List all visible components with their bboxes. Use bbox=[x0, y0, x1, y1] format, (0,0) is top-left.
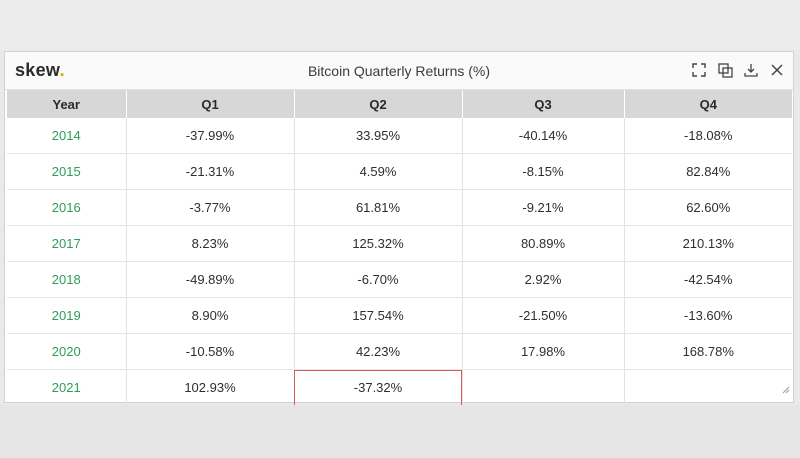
table-cell[interactable]: 125.32% bbox=[294, 225, 463, 262]
year-cell: 2019 bbox=[7, 297, 127, 334]
table-cell[interactable]: 8.90% bbox=[126, 297, 295, 334]
table-cell[interactable]: -9.21% bbox=[462, 189, 625, 226]
table-cell[interactable]: -8.15% bbox=[462, 153, 625, 190]
table-cell[interactable]: 168.78% bbox=[624, 333, 792, 370]
table-cell[interactable]: -6.70% bbox=[294, 261, 463, 298]
top-band bbox=[0, 0, 800, 50]
table-cell[interactable]: -18.08% bbox=[624, 118, 792, 154]
widget-titlebar: skew. Bitcoin Quarterly Returns (%) bbox=[5, 52, 793, 90]
table-cell[interactable]: 4.59% bbox=[294, 153, 463, 190]
download-icon[interactable] bbox=[743, 62, 759, 78]
table-cell[interactable]: 82.84% bbox=[624, 153, 792, 190]
resize-handle-icon[interactable] bbox=[782, 381, 790, 399]
table-row: 2016 -3.77% 61.81% -9.21% 62.60% bbox=[7, 189, 792, 226]
close-icon[interactable] bbox=[769, 62, 785, 78]
logo-text: skew bbox=[15, 60, 60, 80]
column-header-year[interactable]: Year bbox=[7, 90, 127, 118]
table-row: 2021 102.93% -37.32% bbox=[7, 369, 792, 406]
selected-table-cell[interactable]: -37.32% bbox=[294, 369, 463, 406]
table-cell[interactable]: -21.50% bbox=[462, 297, 625, 334]
year-cell: 2018 bbox=[7, 261, 127, 298]
year-cell: 2016 bbox=[7, 189, 127, 226]
widget-title: Bitcoin Quarterly Returns (%) bbox=[307, 63, 491, 79]
returns-table: Year Q1 Q2 Q3 Q4 2014 -37.99% 33.95% -40… bbox=[7, 90, 792, 406]
table-row: 2018 -49.89% -6.70% 2.92% -42.54% bbox=[7, 261, 792, 298]
widget-controls bbox=[691, 62, 785, 78]
column-header-q1[interactable]: Q1 bbox=[126, 90, 295, 118]
table-cell[interactable]: 8.23% bbox=[126, 225, 295, 262]
table-cell[interactable]: 2.92% bbox=[462, 261, 625, 298]
table-cell[interactable]: 210.13% bbox=[624, 225, 792, 262]
table-row: 2015 -21.31% 4.59% -8.15% 82.84% bbox=[7, 153, 792, 190]
table-cell[interactable]: -42.54% bbox=[624, 261, 792, 298]
table-row: 2017 8.23% 125.32% 80.89% 210.13% bbox=[7, 225, 792, 262]
returns-widget: skew. Bitcoin Quarterly Returns (%) bbox=[4, 51, 794, 406]
year-cell: 2017 bbox=[7, 225, 127, 262]
column-header-q3[interactable]: Q3 bbox=[462, 90, 625, 118]
table-cell[interactable]: 102.93% bbox=[126, 369, 295, 406]
column-header-q2[interactable]: Q2 bbox=[294, 90, 463, 118]
fullscreen-icon[interactable] bbox=[691, 62, 707, 78]
table-cell[interactable]: -21.31% bbox=[126, 153, 295, 190]
table-cell[interactable] bbox=[462, 369, 625, 406]
table-cell[interactable]: -13.60% bbox=[624, 297, 792, 334]
table-cell[interactable]: 61.81% bbox=[294, 189, 463, 226]
table-cell[interactable]: 62.60% bbox=[624, 189, 792, 226]
header-row: Year Q1 Q2 Q3 Q4 bbox=[7, 90, 792, 118]
table-cell[interactable]: -49.89% bbox=[126, 261, 295, 298]
table-cell[interactable]: 17.98% bbox=[462, 333, 625, 370]
table-cell[interactable]: 80.89% bbox=[462, 225, 625, 262]
table-cell[interactable]: -3.77% bbox=[126, 189, 295, 226]
table-cell[interactable]: 33.95% bbox=[294, 118, 463, 154]
year-cell: 2014 bbox=[7, 118, 127, 154]
bottom-band bbox=[0, 405, 800, 458]
logo-dot: . bbox=[59, 60, 65, 80]
year-cell: 2015 bbox=[7, 153, 127, 190]
table-cell[interactable]: 157.54% bbox=[294, 297, 463, 334]
column-header-q4[interactable]: Q4 bbox=[624, 90, 792, 118]
table-cell[interactable]: -37.99% bbox=[126, 118, 295, 154]
table-cell[interactable]: -40.14% bbox=[462, 118, 625, 154]
skew-logo[interactable]: skew. bbox=[15, 60, 65, 81]
table-cell[interactable]: 42.23% bbox=[294, 333, 463, 370]
table-row: 2019 8.90% 157.54% -21.50% -13.60% bbox=[7, 297, 792, 334]
year-cell: 2020 bbox=[7, 333, 127, 370]
table-row: 2014 -37.99% 33.95% -40.14% -18.08% bbox=[7, 118, 792, 154]
year-cell: 2021 bbox=[7, 369, 127, 406]
table-cell[interactable] bbox=[624, 369, 792, 406]
table-row: 2020 -10.58% 42.23% 17.98% 168.78% bbox=[7, 333, 792, 370]
duplicate-icon[interactable] bbox=[717, 62, 733, 78]
table-cell[interactable]: -10.58% bbox=[126, 333, 295, 370]
